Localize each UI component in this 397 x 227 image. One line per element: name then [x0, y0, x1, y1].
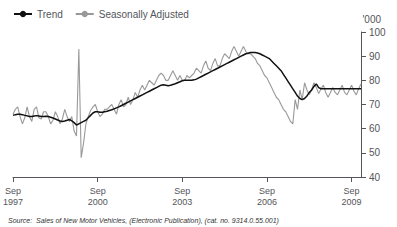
svg-text:70: 70: [369, 99, 381, 110]
svg-text:Source: Sales of New Motor Ve: Source: Sales of New Motor Vehicles, (El…: [8, 217, 279, 225]
svg-text:90: 90: [369, 51, 381, 62]
svg-text:2006: 2006: [257, 197, 277, 207]
svg-text:80: 80: [369, 75, 381, 86]
svg-text:2003: 2003: [172, 197, 192, 207]
svg-text:2009: 2009: [342, 197, 362, 207]
svg-text:'000: '000: [362, 14, 381, 25]
svg-text:1997: 1997: [3, 197, 23, 207]
svg-text:Seasonally Adjusted: Seasonally Adjusted: [99, 9, 189, 20]
svg-text:Sep: Sep: [90, 186, 106, 196]
svg-text:Sep: Sep: [344, 186, 360, 196]
svg-text:40: 40: [369, 172, 381, 183]
svg-text:60: 60: [369, 123, 381, 134]
svg-text:Sep: Sep: [174, 186, 190, 196]
svg-text:100: 100: [369, 27, 386, 38]
svg-text:Sep: Sep: [259, 186, 275, 196]
svg-text:2000: 2000: [88, 197, 108, 207]
svg-text:50: 50: [369, 147, 381, 158]
svg-text:Sep: Sep: [5, 186, 21, 196]
svg-text:Trend: Trend: [37, 9, 63, 20]
